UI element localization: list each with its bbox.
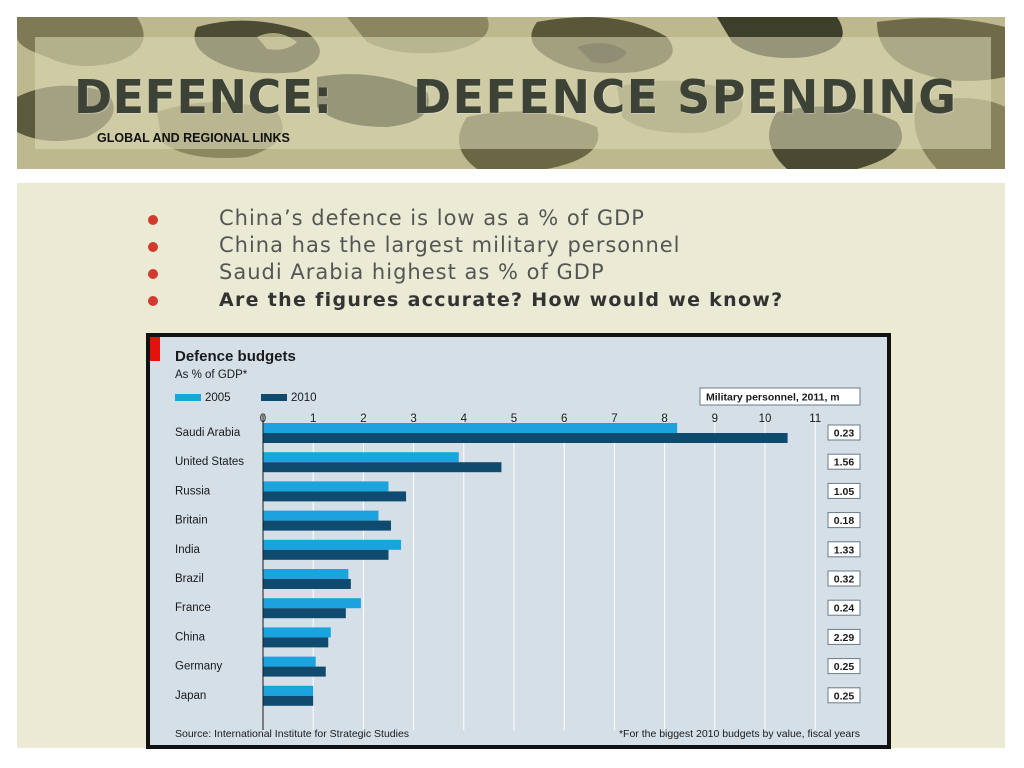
bar-2005 [263, 510, 379, 521]
bar-2005 [263, 627, 331, 638]
personnel-value-box [827, 512, 861, 529]
personnel-value-box [827, 453, 861, 470]
personnel-value: 0.25 [834, 690, 855, 702]
side-panel-header: Military personnel, 2011, m [706, 392, 840, 404]
slide-title: DEFENCE: [74, 70, 333, 124]
personnel-value-box [827, 482, 861, 499]
personnel-value-box [827, 570, 861, 587]
bar-2005 [263, 569, 349, 579]
bar-2010 [263, 462, 502, 473]
category-label: Brazil [175, 573, 204, 585]
personnel-value: 1.05 [834, 486, 855, 498]
x-tick-label: 5 [511, 413, 517, 425]
legend-label: 2005 [205, 392, 231, 404]
bar-2005 [263, 481, 389, 492]
bullet-dot-icon [148, 296, 158, 306]
x-tick-label: 2 [360, 413, 366, 425]
personnel-value: 1.56 [834, 457, 855, 469]
personnel-value: 0.23 [834, 428, 855, 440]
red-accent-bar [150, 337, 160, 361]
bullet-dot-icon [148, 215, 158, 225]
category-label: Japan [175, 690, 206, 702]
bar-2005 [263, 539, 402, 550]
x-tick-label: 9 [712, 413, 718, 425]
bar-2010 [263, 666, 326, 677]
category-label: Germany [175, 661, 223, 673]
category-label: India [175, 544, 201, 556]
x-tick-label: 4 [461, 413, 468, 425]
x-tick-label: 10 [759, 413, 772, 425]
chart-title: Defence budgets [175, 348, 296, 365]
bullet-text: Saudi Arabia highest as % of GDP [219, 260, 605, 284]
bar-2010 [263, 637, 329, 648]
banner-overlay [35, 37, 991, 149]
bullet-item: China’s defence is low as a % of GDP [148, 206, 908, 233]
slide-subtitle: GLOBAL AND REGIONAL LINKS [97, 131, 290, 145]
bar-2010 [263, 549, 389, 560]
personnel-value: 2.29 [834, 632, 855, 644]
category-label: Britain [175, 515, 208, 527]
chart-footnote: *For the biggest 2010 budgets by value, … [619, 728, 860, 740]
side-panel-header-box [699, 387, 861, 406]
category-label: Saudi Arabia [175, 427, 241, 439]
bar-2005 [263, 452, 459, 463]
bar-2010 [263, 579, 351, 589]
legend-label: 2010 [291, 392, 317, 404]
personnel-value-box [827, 541, 861, 558]
personnel-value-box [827, 628, 861, 645]
chart-source: Source: International Institute for Stra… [175, 728, 409, 740]
personnel-value-box [827, 658, 861, 675]
bullet-text: Are the figures accurate? How would we k… [219, 289, 784, 311]
category-label: United States [175, 456, 244, 468]
x-tick-label: 7 [611, 413, 617, 425]
bar-2010 [263, 608, 346, 619]
personnel-value: 0.18 [834, 515, 855, 527]
bullet-text: China has the largest military personnel [219, 233, 681, 257]
category-label: Russia [175, 485, 211, 497]
x-tick-label: 3 [410, 413, 416, 425]
x-tick-label: 11 [809, 413, 821, 425]
bullet-dot-icon [148, 242, 158, 252]
bullet-item: Saudi Arabia highest as % of GDP [148, 260, 908, 287]
bullet-item: China has the largest military personnel [148, 233, 908, 260]
category-label: France [175, 602, 211, 614]
personnel-value-box [827, 687, 861, 704]
slide-title-topic: DEFENCE SPENDING [413, 70, 958, 124]
category-label: China [175, 631, 206, 643]
chart-subtitle: As % of GDP* [175, 369, 248, 381]
bullet-text: China’s defence is low as a % of GDP [219, 206, 645, 230]
personnel-value: 0.32 [834, 574, 855, 586]
title-banner [17, 17, 1005, 169]
bar-2010 [263, 491, 407, 502]
personnel-value: 0.24 [834, 603, 855, 615]
bar-2005 [263, 656, 316, 667]
bar-2010 [263, 520, 392, 531]
bar-2010 [263, 695, 314, 706]
bullet-item: Are the figures accurate? How would we k… [148, 287, 908, 314]
personnel-value-box [827, 599, 861, 616]
bar-2010 [263, 433, 788, 443]
bar-2005 [263, 423, 678, 433]
personnel-value: 1.33 [834, 544, 855, 556]
bullet-dot-icon [148, 269, 158, 279]
personnel-value-box [827, 424, 861, 441]
x-tick-label: 6 [561, 413, 567, 425]
legend-swatch [175, 394, 201, 401]
x-tick-label: 8 [661, 413, 667, 425]
legend-swatch [261, 394, 287, 401]
x-tick-label: 1 [310, 413, 316, 425]
personnel-value: 0.25 [834, 661, 855, 673]
bar-2005 [263, 598, 361, 609]
bar-2005 [263, 685, 314, 696]
